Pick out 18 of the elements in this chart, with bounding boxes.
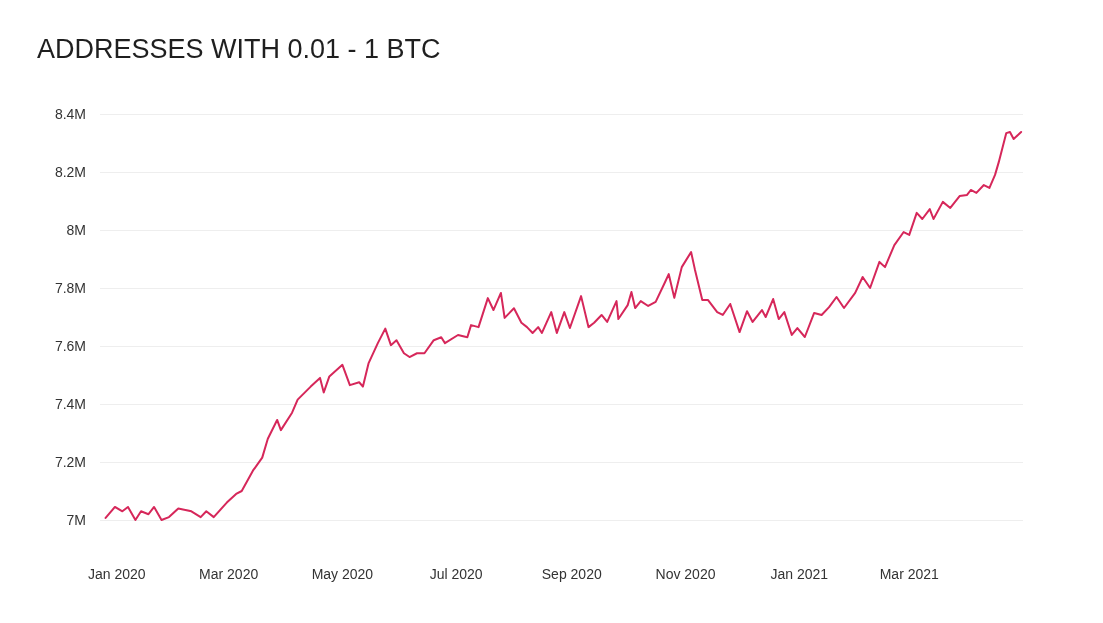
y-tick-label: 8M: [66, 222, 86, 238]
x-tick-label: Jul 2020: [429, 566, 483, 582]
y-tick-label: 7.2M: [54, 454, 86, 470]
x-tick-label: Nov 2020: [655, 566, 716, 582]
y-tick-label: 7.6M: [54, 338, 86, 354]
y-tick-label: 7.4M: [54, 396, 86, 412]
x-tick-label: Sep 2020: [541, 566, 602, 582]
line-series: [104, 130, 1023, 521]
y-tick-label: 7M: [66, 512, 86, 528]
x-tick-label: Mar 2021: [879, 566, 940, 582]
x-tick-label: Jan 2021: [770, 566, 829, 582]
x-tick-label: Mar 2020: [199, 566, 259, 582]
x-tick-label: May 2020: [311, 566, 374, 582]
y-tick-label: 8.4M: [54, 106, 86, 122]
x-tick-label: Jan 2020: [87, 566, 146, 582]
y-tick-label: 7.8M: [54, 280, 86, 296]
chart-title: ADDRESSES WITH 0.01 - 1 BTC: [37, 33, 441, 64]
y-tick-label: 8.2M: [54, 164, 86, 180]
